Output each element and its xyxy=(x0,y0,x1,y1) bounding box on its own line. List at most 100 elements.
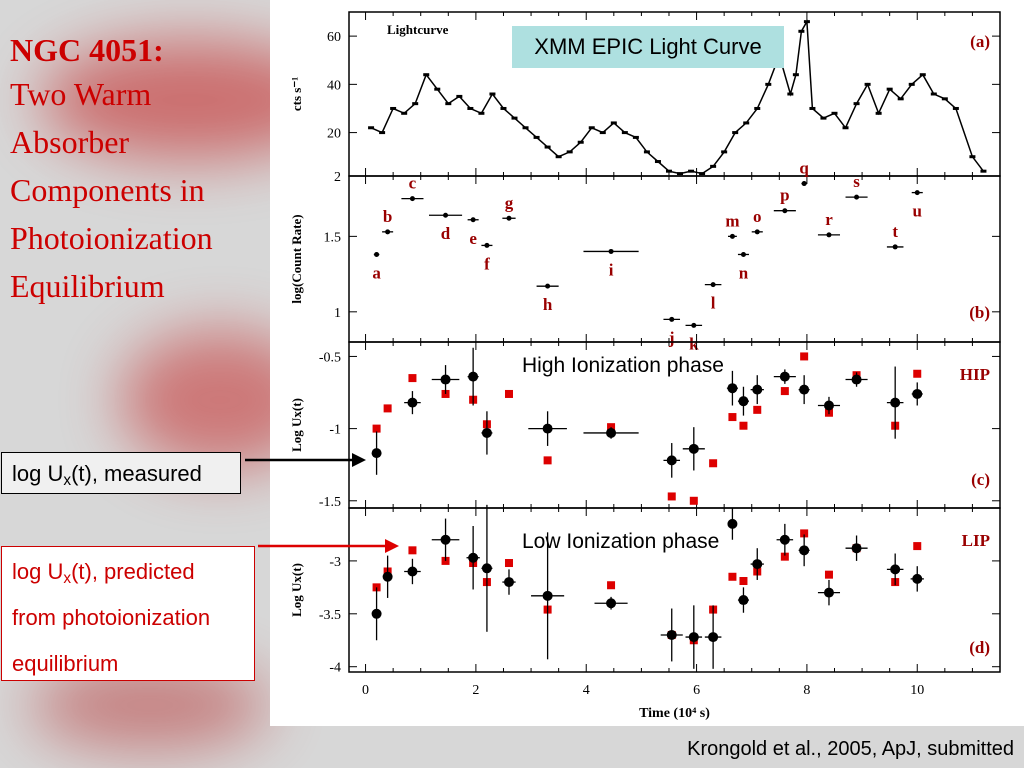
measured-point xyxy=(912,573,923,584)
measured-point xyxy=(752,559,763,570)
segment-point xyxy=(608,248,614,254)
phase-corner-label: LIP xyxy=(962,531,990,550)
panel-label: (c) xyxy=(971,470,990,489)
slide-title: NGC 4051: Two Warm Absorber Components i… xyxy=(10,30,268,310)
predicted-point xyxy=(607,581,616,590)
panel-c: -1.5 -1 -0.5 Log Ux(t) (c) HIP xyxy=(289,341,1001,510)
predicted-point xyxy=(800,529,809,538)
measured-point xyxy=(738,595,749,606)
measured-point xyxy=(688,632,699,643)
panel-b: 1 1.5 log(Count Rate) (b) a bc d ef g h i j k l m n opq r… xyxy=(289,159,1001,353)
measured-point xyxy=(440,374,451,385)
measured-label-subscript: x xyxy=(63,471,72,489)
x-tick-label: 6 xyxy=(693,683,700,698)
predicted-point xyxy=(800,352,809,361)
measured-point xyxy=(799,384,810,395)
y-tick-label: 1.5 xyxy=(324,230,342,245)
y-tick-label: -1.5 xyxy=(319,495,341,510)
predicted-point xyxy=(543,456,552,465)
predicted-label-subscript: x xyxy=(63,569,72,587)
title-line-4: Photoionization xyxy=(10,220,213,256)
segment-label-a: a xyxy=(372,263,381,282)
segment-point xyxy=(801,181,807,187)
panel-b-frame xyxy=(348,175,1001,343)
y-tick-label: -3.5 xyxy=(319,608,341,623)
segment-label-i: i xyxy=(609,260,614,279)
y-tick-label: 20 xyxy=(327,127,341,142)
x-axis-label: Time (10⁴ s) xyxy=(639,706,710,721)
measured-point xyxy=(606,427,617,438)
segment-label-f: f xyxy=(484,254,490,273)
segment-point xyxy=(892,244,898,250)
measured-point xyxy=(503,577,514,588)
predicted-point xyxy=(689,496,698,505)
measured-point xyxy=(823,400,834,411)
y-axis-label: log(Count Rate) xyxy=(289,214,304,303)
segment-point xyxy=(729,233,735,239)
measured-point xyxy=(738,396,749,407)
segment-label-u: u xyxy=(913,202,922,221)
segment-point xyxy=(914,190,920,196)
segment-point xyxy=(506,215,512,221)
segment-label-c: c xyxy=(409,174,417,193)
y-tick-label: -4 xyxy=(329,661,341,676)
measured-point xyxy=(727,383,738,394)
measured-point xyxy=(688,443,699,454)
segment-point xyxy=(754,229,760,235)
measured-point xyxy=(542,423,553,434)
predicted-point xyxy=(780,387,789,396)
predicted-point xyxy=(913,369,922,378)
panel-label: (a) xyxy=(970,32,990,51)
predicted-point xyxy=(504,389,513,398)
measured-point xyxy=(779,534,790,545)
predicted-point xyxy=(667,492,676,501)
measured-point xyxy=(481,427,492,438)
lightcurve-line xyxy=(370,19,984,175)
panel-label: (d) xyxy=(969,638,990,657)
predicted-point xyxy=(824,570,833,579)
predicted-point xyxy=(408,546,417,555)
measured-point xyxy=(371,608,382,619)
x-tick-label: 0 xyxy=(362,683,369,698)
xmm-light-curve-label: XMM EPIC Light Curve xyxy=(512,26,784,68)
measured-point xyxy=(799,545,810,556)
measured-point xyxy=(708,632,719,643)
predicted-point xyxy=(504,559,513,568)
measured-point xyxy=(851,543,862,554)
phase-corner-label: HIP xyxy=(960,365,990,384)
segment-point xyxy=(740,251,746,257)
measured-label-suffix: (t), measured xyxy=(71,461,202,486)
measured-point xyxy=(752,384,763,395)
measured-point xyxy=(727,518,738,529)
predicted-label-line-1: log Ux(t), predicted xyxy=(12,549,244,595)
predicted-label-box: log Ux(t), predicted from photoionizatio… xyxy=(1,546,255,681)
panel-d: -4 -3.5 -3 Log Ux(t) (d) LIP 0 2 4 6 8 10 Time (10⁴ … xyxy=(289,504,1001,721)
measured-point xyxy=(666,455,677,466)
y-axis-label: cts s⁻¹ xyxy=(289,77,304,111)
segment-label-b: b xyxy=(383,207,392,226)
segment-label-q: q xyxy=(799,159,809,178)
segment-label-n: n xyxy=(739,263,749,282)
predicted-label-line-3: equilibrium xyxy=(12,651,119,676)
predicted-label-suffix: (t), predicted xyxy=(71,559,195,584)
panel-a: 2 20 40 60 cts s⁻¹ (a) Lightcurve xyxy=(289,11,1001,185)
measured-point xyxy=(542,590,553,601)
segment-label-d: d xyxy=(441,224,451,243)
segment-point xyxy=(826,232,832,238)
segment-label-m: m xyxy=(725,211,739,230)
measured-point xyxy=(371,448,382,459)
y-axis-label: Log Ux(t) xyxy=(289,398,304,452)
measured-point xyxy=(606,598,617,609)
title-main: NGC 4051: xyxy=(10,32,164,68)
low-ionization-phase-label: Low Ionization phase xyxy=(522,530,720,553)
predicted-point xyxy=(739,577,748,586)
panel-d-frame xyxy=(348,507,1001,673)
segment-point xyxy=(691,322,697,328)
x-tick-label: 4 xyxy=(583,683,590,698)
segment-label-o: o xyxy=(753,207,762,226)
measured-point xyxy=(440,534,451,545)
segment-label-p: p xyxy=(780,186,789,205)
segment-point xyxy=(470,217,476,223)
title-line-5: Equilibrium xyxy=(10,268,165,304)
